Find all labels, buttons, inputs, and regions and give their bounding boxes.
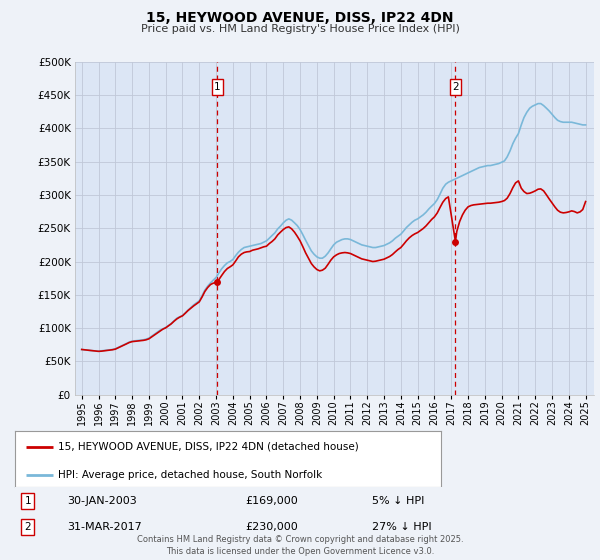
Text: 27% ↓ HPI: 27% ↓ HPI xyxy=(372,522,432,532)
Text: 31-MAR-2017: 31-MAR-2017 xyxy=(67,522,142,532)
Text: £230,000: £230,000 xyxy=(245,522,298,532)
Text: £169,000: £169,000 xyxy=(245,496,298,506)
Text: 1: 1 xyxy=(25,496,31,506)
Text: 5% ↓ HPI: 5% ↓ HPI xyxy=(372,496,424,506)
Text: HPI: Average price, detached house, South Norfolk: HPI: Average price, detached house, Sout… xyxy=(58,470,322,480)
Text: 15, HEYWOOD AVENUE, DISS, IP22 4DN (detached house): 15, HEYWOOD AVENUE, DISS, IP22 4DN (deta… xyxy=(58,442,358,452)
Text: 1: 1 xyxy=(214,82,221,92)
Text: Price paid vs. HM Land Registry's House Price Index (HPI): Price paid vs. HM Land Registry's House … xyxy=(140,24,460,34)
Text: 2: 2 xyxy=(452,82,459,92)
Text: Contains HM Land Registry data © Crown copyright and database right 2025.
This d: Contains HM Land Registry data © Crown c… xyxy=(137,535,463,556)
Text: 2: 2 xyxy=(25,522,31,532)
Text: 15, HEYWOOD AVENUE, DISS, IP22 4DN: 15, HEYWOOD AVENUE, DISS, IP22 4DN xyxy=(146,11,454,25)
Text: 30-JAN-2003: 30-JAN-2003 xyxy=(67,496,137,506)
